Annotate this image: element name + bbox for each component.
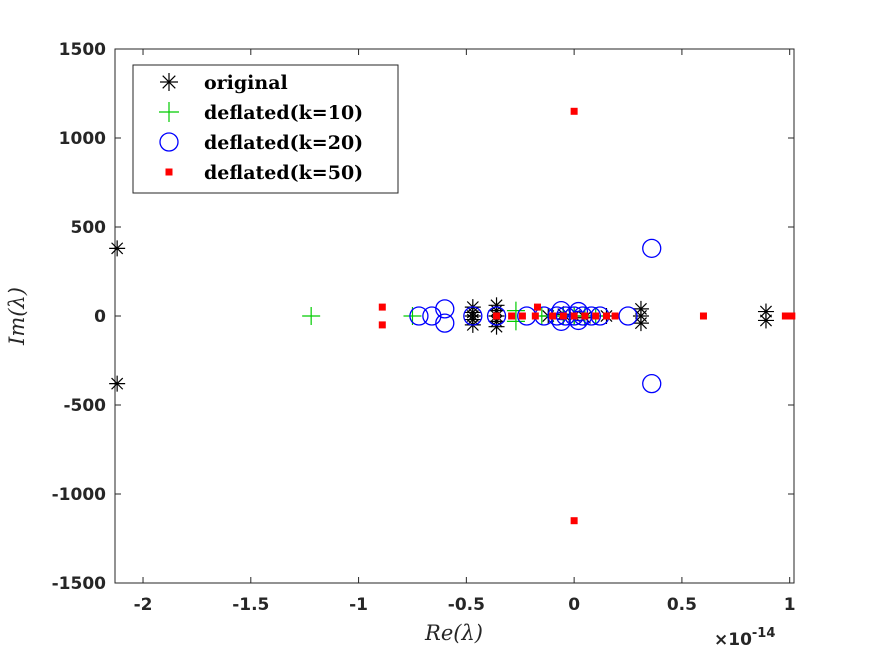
data-point (488, 318, 505, 335)
y-axis-label: Im(λ) (5, 287, 29, 346)
legend-marker (165, 168, 173, 176)
data-point (570, 107, 578, 115)
data-point (302, 307, 321, 325)
data-point (788, 312, 796, 320)
data-point (568, 310, 589, 331)
marker-stroke (111, 242, 124, 255)
y-tick-label: -1500 (52, 574, 107, 594)
data-point (435, 313, 455, 333)
legend-marker (160, 73, 178, 91)
x-tick-label: -1 (349, 595, 368, 615)
data-point (611, 312, 619, 320)
y-tick-label: 0 (94, 307, 106, 327)
x-tick-label: -0.5 (448, 595, 485, 615)
marker-stroke (634, 317, 647, 330)
data-point (581, 312, 589, 320)
data-point (592, 312, 600, 320)
data-point (642, 238, 662, 259)
legend: original deflated(k=10) deflated(k=20) defl… (132, 64, 399, 194)
marker-stroke (759, 314, 773, 327)
data-point (378, 321, 386, 329)
x-axis-label: Re(λ) (424, 621, 483, 645)
legend-label: deflated(k=20) (204, 132, 363, 154)
data-point (632, 315, 649, 332)
data-point (551, 311, 571, 331)
data-point (506, 312, 525, 331)
data-point (409, 306, 429, 326)
x-tick-label: 0 (568, 595, 580, 615)
data-point (493, 312, 501, 320)
y-tick-label: -500 (63, 396, 106, 416)
data-point (781, 312, 789, 320)
marker-stroke (111, 377, 124, 390)
x-tick-label: -2 (134, 595, 153, 615)
series-1-marks (302, 301, 605, 331)
legend-label: original (204, 72, 288, 94)
y-tick-label: 1000 (59, 129, 106, 149)
data-point (618, 306, 638, 326)
data-point (463, 306, 483, 326)
y-tick-label: 500 (71, 218, 107, 238)
data-point (570, 312, 578, 320)
data-point (568, 301, 589, 322)
data-marks (109, 107, 796, 525)
data-point (378, 303, 386, 311)
legend-box (132, 64, 399, 194)
legend-label: deflated(k=10) (204, 102, 363, 124)
marker-stroke (759, 305, 773, 318)
y-tick-label: -1000 (52, 485, 107, 505)
data-point (109, 375, 126, 392)
x-tick-label: 0.5 (667, 595, 697, 615)
legend-marker (159, 102, 179, 122)
data-point (699, 312, 707, 320)
marker-stroke (162, 75, 176, 89)
data-point (551, 301, 571, 321)
series-3-marks (378, 107, 796, 525)
data-point (570, 517, 578, 525)
data-point (435, 299, 455, 319)
data-point (486, 306, 507, 326)
legend-label: deflated(k=50) (204, 162, 363, 184)
data-point (508, 312, 516, 320)
data-point (549, 312, 557, 320)
axis-ticks: -2 -1.5 -1 -0.5 0 0.5 1 1500 1000 500 0 -500 -1000 -1… (52, 40, 796, 615)
legend-marker (159, 132, 179, 152)
data-point (109, 240, 126, 257)
x-tick-label: -1.5 (232, 595, 269, 615)
y-tick-label: 1500 (59, 40, 106, 60)
marker-stroke (490, 320, 503, 333)
data-point (757, 312, 774, 329)
data-point (518, 312, 526, 320)
data-point (559, 312, 567, 320)
data-point (602, 312, 610, 320)
data-point (422, 306, 442, 326)
x-tick-label: 1 (784, 595, 796, 615)
data-point (533, 303, 541, 311)
data-point (642, 373, 662, 394)
x-exponent-label: ×10-14 (714, 626, 775, 650)
data-point (531, 312, 539, 320)
